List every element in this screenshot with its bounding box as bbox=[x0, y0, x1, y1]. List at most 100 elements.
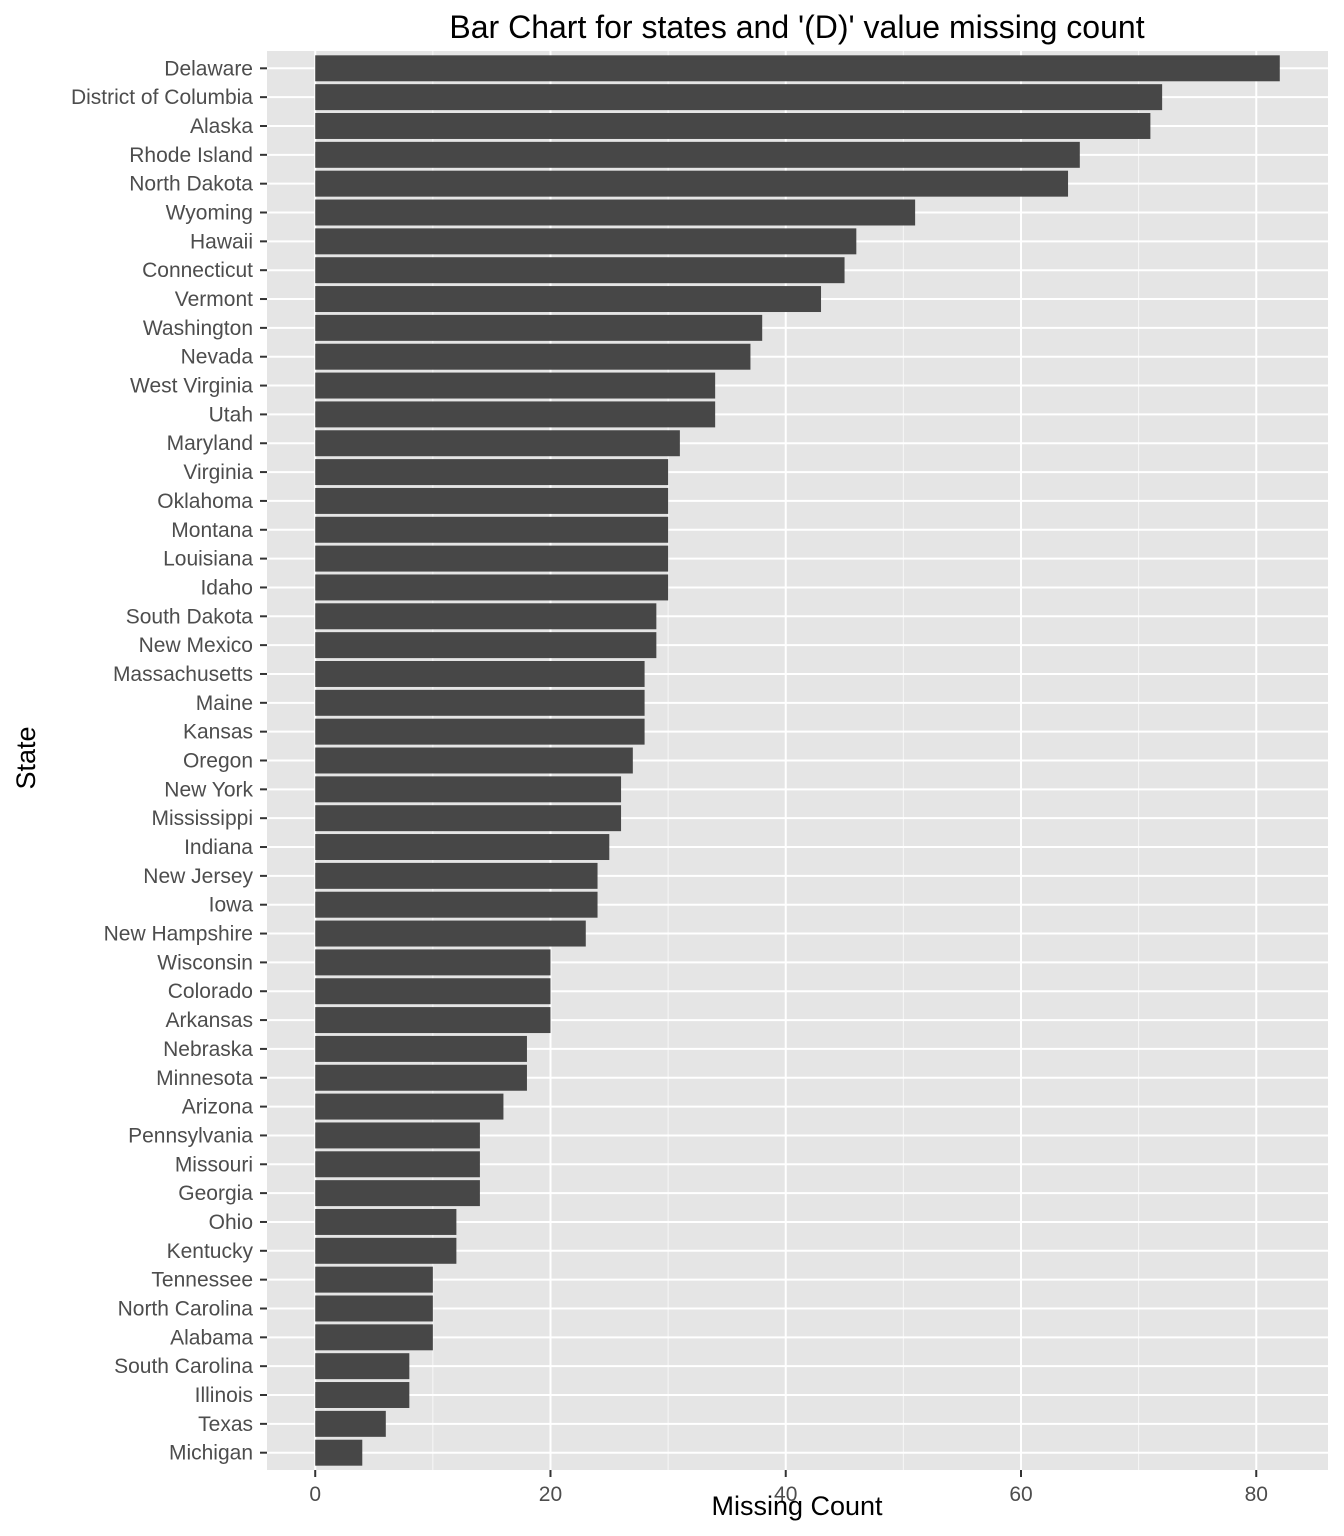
y-tick-label: Illinois bbox=[195, 1384, 253, 1407]
x-tick-label: 0 bbox=[309, 1483, 321, 1506]
y-tick-label: Montana bbox=[171, 519, 253, 542]
bar bbox=[315, 978, 551, 1005]
y-tick-label: Colorado bbox=[168, 980, 253, 1003]
y-tick-label: Georgia bbox=[178, 1182, 253, 1205]
bar bbox=[315, 805, 622, 832]
y-tick-label: Minnesota bbox=[156, 1067, 253, 1090]
bar bbox=[315, 487, 669, 514]
x-tick-label: 80 bbox=[1245, 1483, 1268, 1506]
bar bbox=[315, 632, 657, 659]
y-tick-label: New Jersey bbox=[143, 865, 253, 888]
x-tick-label: 40 bbox=[774, 1483, 797, 1506]
bar bbox=[315, 1353, 410, 1380]
y-tick-label: Wyoming bbox=[166, 202, 253, 225]
y-tick-label: Mississippi bbox=[151, 807, 253, 830]
y-tick-label: New York bbox=[164, 778, 253, 801]
y-tick-label: Louisiana bbox=[163, 548, 253, 571]
y-tick-label: Maryland bbox=[167, 432, 253, 455]
bar bbox=[315, 170, 1069, 197]
y-tick-label: District of Columbia bbox=[71, 86, 253, 109]
y-tick-label: Oregon bbox=[183, 750, 253, 773]
bar bbox=[315, 286, 822, 313]
chart-title: Bar Chart for states and '(D)' value mis… bbox=[449, 9, 1144, 45]
bar bbox=[315, 401, 716, 428]
bar bbox=[315, 1237, 457, 1264]
y-tick-label: Alaska bbox=[190, 115, 253, 138]
y-tick-label: Connecticut bbox=[142, 259, 253, 282]
y-tick-label: West Virginia bbox=[130, 375, 253, 398]
y-tick-label: Texas bbox=[198, 1413, 253, 1436]
bar bbox=[315, 660, 645, 687]
y-tick-label: Michigan bbox=[169, 1442, 253, 1465]
bar bbox=[315, 949, 551, 976]
bar bbox=[315, 1439, 363, 1466]
bar bbox=[315, 718, 645, 745]
bar bbox=[315, 1007, 551, 1034]
y-tick-label: Alabama bbox=[170, 1326, 253, 1349]
bar bbox=[315, 1382, 410, 1408]
bar bbox=[315, 372, 716, 399]
bar bbox=[315, 459, 669, 486]
y-tick-label: Nevada bbox=[181, 346, 254, 369]
y-tick-label: Arkansas bbox=[165, 1009, 253, 1032]
bar bbox=[315, 343, 751, 370]
y-tick-label: Wisconsin bbox=[157, 951, 253, 974]
bar bbox=[315, 228, 857, 255]
bar bbox=[315, 862, 598, 889]
y-tick-label: Delaware bbox=[164, 57, 253, 80]
bar bbox=[315, 84, 1163, 111]
y-tick-label: Massachusetts bbox=[113, 663, 253, 686]
y-tick-label: Arizona bbox=[182, 1096, 254, 1119]
y-tick-label: Kansas bbox=[183, 721, 253, 744]
y-tick-label: South Dakota bbox=[126, 605, 254, 628]
y-axis-title: State bbox=[11, 726, 41, 789]
bar bbox=[315, 1064, 527, 1091]
y-tick-label: Idaho bbox=[200, 576, 253, 599]
bar bbox=[315, 776, 622, 803]
y-tick-label: Ohio bbox=[209, 1211, 253, 1234]
bar bbox=[315, 834, 610, 861]
bar bbox=[315, 603, 657, 630]
bar bbox=[315, 1151, 480, 1178]
bar bbox=[315, 689, 645, 716]
bar bbox=[315, 1093, 504, 1120]
bar bbox=[315, 1266, 433, 1293]
bars bbox=[315, 55, 1280, 1466]
y-axis: Delaware District of Columbia Alaska Rhode … bbox=[71, 57, 267, 1465]
y-tick-label: Iowa bbox=[209, 894, 254, 917]
bar bbox=[315, 55, 1280, 82]
y-tick-label: South Carolina bbox=[114, 1355, 253, 1378]
x-tick-label: 60 bbox=[1009, 1483, 1032, 1506]
y-tick-label: Indiana bbox=[184, 836, 253, 859]
x-axis: 0 20 40 60 80 bbox=[309, 1470, 1268, 1506]
bar bbox=[315, 516, 669, 543]
y-tick-label: Maine bbox=[196, 692, 253, 715]
bar bbox=[315, 113, 1151, 139]
bar bbox=[315, 747, 633, 774]
y-tick-label: Utah bbox=[209, 403, 253, 426]
y-tick-label: Hawaii bbox=[190, 230, 253, 253]
bar bbox=[315, 1410, 386, 1437]
bar bbox=[315, 314, 763, 341]
bar bbox=[315, 1324, 433, 1351]
y-tick-label: Oklahoma bbox=[157, 490, 253, 513]
bar bbox=[315, 574, 669, 601]
bar bbox=[315, 141, 1080, 168]
bar bbox=[315, 891, 598, 918]
y-tick-label: Rhode Island bbox=[129, 144, 253, 167]
y-tick-label: Pennsylvania bbox=[128, 1124, 253, 1147]
bar bbox=[315, 1180, 480, 1207]
y-tick-label: Vermont bbox=[175, 288, 253, 311]
bar bbox=[315, 1035, 527, 1062]
bar bbox=[315, 1122, 480, 1149]
x-tick-label: 20 bbox=[539, 1483, 562, 1506]
y-tick-label: Kentucky bbox=[167, 1240, 254, 1263]
bar bbox=[315, 430, 680, 457]
x-axis-title: Missing Count bbox=[711, 1491, 883, 1521]
y-tick-label: Nebraska bbox=[163, 1038, 253, 1061]
y-tick-label: New Hampshire bbox=[104, 923, 253, 946]
bar bbox=[315, 1208, 457, 1235]
y-tick-label: Tennessee bbox=[151, 1269, 253, 1292]
bar bbox=[315, 1295, 433, 1322]
